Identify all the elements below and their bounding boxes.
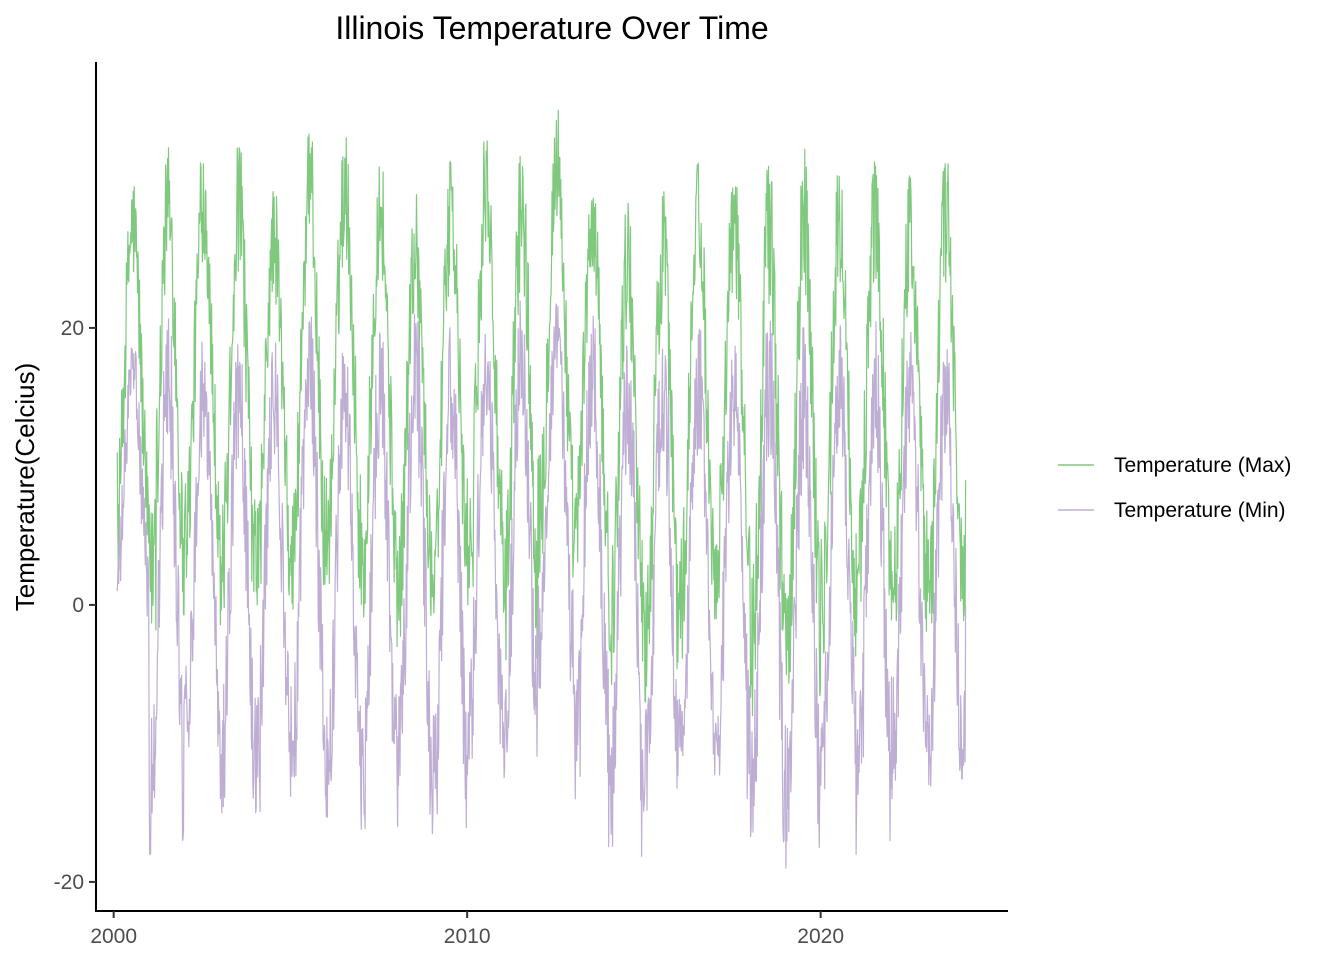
x-tick-label: 2020	[797, 925, 844, 948]
y-tick-label: 20	[61, 317, 84, 340]
series-line-0	[116, 109, 967, 717]
legend: Temperature (Max) Temperature (Min)	[1058, 454, 1291, 522]
x-tick-label: 2000	[90, 925, 137, 948]
y-tick-label: -20	[54, 871, 84, 894]
legend-label-0: Temperature (Max)	[1114, 454, 1291, 477]
y-tick-label: 0	[72, 594, 84, 617]
series-line-1	[116, 300, 967, 869]
chart-title: Illinois Temperature Over Time	[335, 10, 768, 46]
y-axis-title: Temperature(Celcius)	[10, 363, 40, 612]
y-axis-ticks: -20 0 20	[54, 317, 96, 894]
series-layer	[116, 109, 967, 869]
x-tick-label: 2010	[444, 925, 491, 948]
x-axis-ticks: 2000 2010 2020	[90, 911, 844, 948]
legend-label-1: Temperature (Min)	[1114, 499, 1286, 522]
